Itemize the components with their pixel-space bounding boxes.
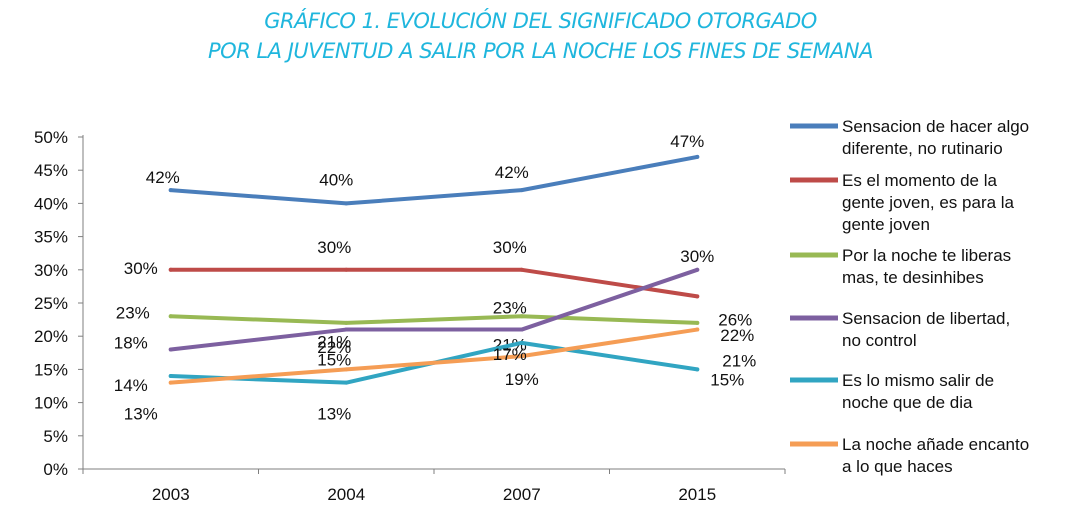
series-line: [168, 314, 700, 325]
data-point: [168, 314, 173, 319]
y-tick-label: 35%: [34, 228, 68, 247]
series-line: [168, 327, 700, 385]
data-point: [344, 201, 349, 206]
data-point: [168, 380, 173, 385]
legend-label: gente joven, es para la: [842, 193, 1015, 212]
x-tick-label: 2015: [678, 485, 716, 504]
y-tick-label: 25%: [34, 294, 68, 313]
chart-title: GRÁFICO 1. EVOLUCIÓN DEL SIGNIFICADO OTO…: [0, 6, 1081, 66]
data-point: [344, 320, 349, 325]
data-label: 22%: [720, 326, 754, 345]
legend-label: Es el momento de la: [842, 171, 998, 190]
legend-label: no control: [842, 331, 917, 350]
data-label: 21%: [722, 352, 756, 371]
legend-label: diferente, no rutinario: [842, 139, 1003, 158]
data-point: [344, 267, 349, 272]
chart-title-line-2: POR LA JUVENTUD A SALIR POR LA NOCHE LOS…: [208, 39, 874, 63]
data-label: 17%: [493, 345, 527, 364]
x-tick-label: 2003: [152, 485, 190, 504]
data-label: 23%: [493, 298, 527, 317]
data-label: 15%: [317, 350, 351, 369]
data-label: 30%: [493, 238, 527, 257]
data-label: 30%: [317, 238, 351, 257]
data-label: 47%: [670, 132, 704, 151]
y-tick-label: 0%: [43, 460, 68, 479]
legend-label: gente joven: [842, 215, 930, 234]
data-label: 18%: [114, 333, 148, 352]
data-point: [519, 354, 524, 359]
series-line: [168, 267, 700, 299]
data-point: [695, 327, 700, 332]
data-label: 30%: [680, 247, 714, 266]
y-tick-label: 15%: [34, 360, 68, 379]
legend-label: Es lo mismo salir de: [842, 371, 994, 390]
data-point: [519, 188, 524, 193]
data-label: 42%: [495, 163, 529, 182]
data-point: [519, 267, 524, 272]
data-point: [168, 347, 173, 352]
data-label: 13%: [317, 405, 351, 424]
data-point: [695, 320, 700, 325]
data-point: [168, 267, 173, 272]
data-label: 15%: [710, 370, 744, 389]
data-point: [344, 380, 349, 385]
y-tick-label: 20%: [34, 327, 68, 346]
y-tick-label: 5%: [43, 427, 68, 446]
data-label: 23%: [116, 303, 150, 322]
y-tick-label: 50%: [34, 128, 68, 147]
legend-label: mas, te desinhibes: [842, 268, 984, 287]
chart-title-line-1: GRÁFICO 1. EVOLUCIÓN DEL SIGNIFICADO OTO…: [264, 9, 817, 33]
data-label: 40%: [319, 170, 353, 189]
data-label: 26%: [718, 310, 752, 329]
legend-label: Por la noche te liberas: [842, 246, 1011, 265]
data-label: 42%: [146, 168, 180, 187]
data-label: 30%: [124, 259, 158, 278]
y-tick-label: 40%: [34, 194, 68, 213]
x-tick-label: 2007: [503, 485, 541, 504]
x-tick-label: 2004: [327, 485, 365, 504]
data-point: [695, 294, 700, 299]
data-point: [695, 367, 700, 372]
data-label: 19%: [505, 370, 539, 389]
legend-label: Sensacion de hacer algo: [842, 117, 1029, 136]
legend-label: noche que de dia: [842, 393, 973, 412]
series-line: [168, 154, 700, 206]
data-point: [695, 154, 700, 159]
legend-label: a lo que haces: [842, 457, 953, 476]
data-point: [344, 367, 349, 372]
data-point: [519, 314, 524, 319]
data-label: 22%: [317, 338, 351, 357]
data-point: [519, 327, 524, 332]
series-line: [168, 267, 700, 352]
y-tick-label: 10%: [34, 394, 68, 413]
data-label: 14%: [114, 376, 148, 395]
legend-label: La noche añade encanto: [842, 435, 1029, 454]
data-point: [344, 327, 349, 332]
data-point: [168, 188, 173, 193]
legend-label: Sensacion de libertad,: [842, 309, 1010, 328]
y-tick-label: 45%: [34, 161, 68, 180]
data-label: 21%: [317, 333, 351, 352]
y-tick-label: 30%: [34, 261, 68, 280]
data-label: 13%: [124, 405, 158, 424]
data-point: [695, 267, 700, 272]
data-point: [168, 374, 173, 379]
data-point: [519, 340, 524, 345]
